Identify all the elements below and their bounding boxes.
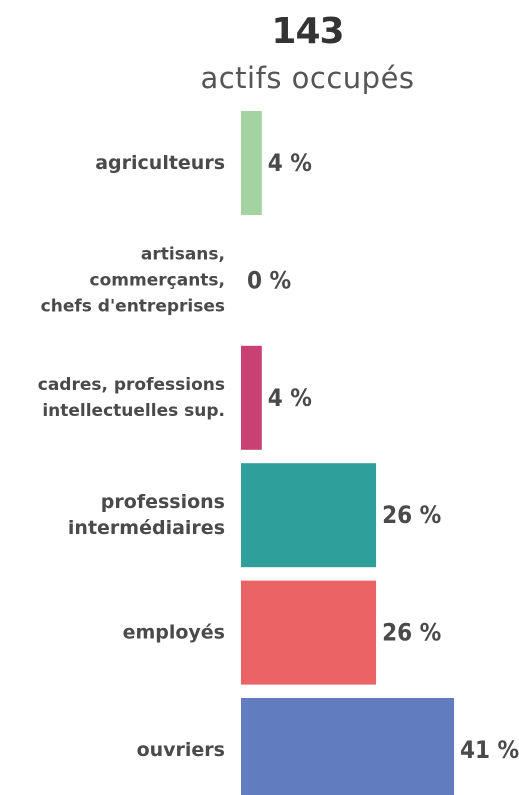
category-label-line: commerçants, [90,270,225,290]
bar-3 [241,463,377,568]
value-label-5: 41 % [460,736,519,764]
bar-4 [241,580,377,685]
category-label-line: employés [123,622,225,644]
category-label-5: ouvriers [137,739,225,761]
category-label-line: chefs d'entreprises [41,296,225,316]
value-label-2: 4 % [268,384,312,412]
category-label-1: artisans, commerçants, chefs d'entreprises [41,244,225,316]
category-label-0: agriculteurs [95,152,225,174]
category-label-line: agriculteurs [95,152,225,174]
value-label-4: 26 % [382,619,441,647]
category-label-line: intermédiaires [68,517,225,539]
value-label-3: 26 % [382,501,441,529]
category-label-line: artisans, [141,244,225,264]
category-label-line: ouvriers [137,739,225,761]
total-count: 143 [271,11,344,52]
category-label-line: cadres, professions [38,375,225,395]
bar-2 [241,345,262,450]
bar-5 [241,698,454,795]
category-label-line: intellectuelles sup. [42,401,225,421]
bar-0 [241,111,262,215]
category-label-3: professions intermédiaires [68,491,225,539]
category-label-2: cadres, professions intellectuelles sup. [38,375,225,421]
category-label-4: employés [123,622,225,644]
category-label-line: professions [101,491,225,513]
value-label-0: 4 % [268,149,312,177]
chart-subtitle: actifs occupés [200,61,415,95]
value-label-1: 0 % [247,266,291,294]
